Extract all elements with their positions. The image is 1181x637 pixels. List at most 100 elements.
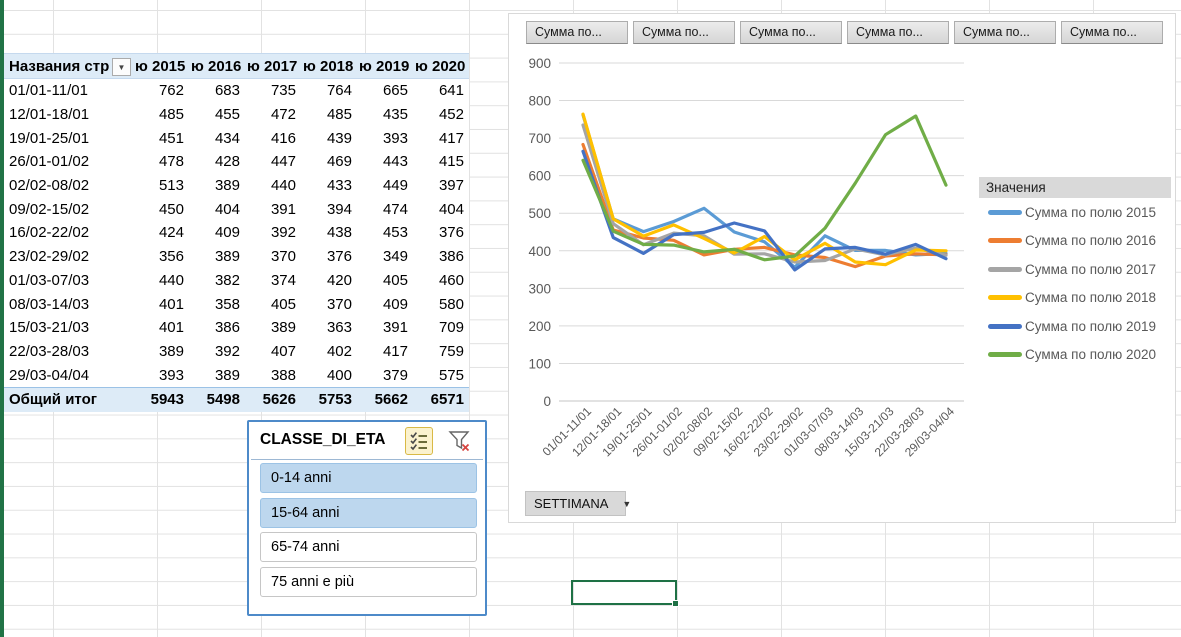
cell-value[interactable]: 388 [270, 366, 296, 384]
cell-value[interactable]: 439 [326, 129, 352, 147]
cell-value[interactable]: 452 [438, 106, 464, 124]
field-button[interactable]: Сумма по... [1061, 21, 1163, 44]
cell-value[interactable]: 400 [326, 366, 352, 384]
cell-value[interactable]: 405 [382, 271, 408, 289]
field-button[interactable]: Сумма по... [847, 21, 949, 44]
selected-cell[interactable] [571, 580, 679, 607]
cell-value[interactable]: 641 [438, 82, 464, 100]
cell-value[interactable]: 455 [214, 106, 240, 124]
cell-value[interactable]: 460 [438, 271, 464, 289]
filter-dropdown-button[interactable]: ▼ [112, 58, 131, 76]
legend-header[interactable]: Значения [979, 177, 1171, 198]
cell-value[interactable]: 417 [382, 342, 408, 360]
cell-value[interactable]: 709 [438, 319, 464, 337]
slicer-item[interactable]: 65-74 anni [260, 532, 477, 563]
total-value[interactable]: 5626 [262, 391, 296, 409]
pivot-chart[interactable]: Сумма по... Сумма по... Сумма по... Сумма п… [508, 13, 1176, 523]
column-header[interactable]: ю 2016 [191, 57, 242, 75]
row-label[interactable]: 23/02-29/02 [9, 248, 90, 266]
legend-entry[interactable]: Сумма по полю 2019 [979, 312, 1171, 341]
cell-value[interactable]: 374 [270, 271, 296, 289]
pivot-row-label-header[interactable]: Названия стр [9, 57, 110, 75]
column-header[interactable]: ю 2019 [359, 57, 410, 75]
cell-value[interactable]: 435 [382, 106, 408, 124]
field-button[interactable]: Сумма по... [526, 21, 628, 44]
cell-value[interactable]: 393 [382, 129, 408, 147]
cell-value[interactable]: 424 [158, 224, 184, 242]
column-header[interactable]: ю 2018 [303, 57, 354, 75]
cell-value[interactable]: 665 [382, 82, 408, 100]
cell-value[interactable]: 580 [438, 295, 464, 313]
row-label[interactable]: 01/03-07/03 [9, 271, 90, 289]
cell-value[interactable]: 472 [270, 106, 296, 124]
cell-value[interactable]: 759 [438, 342, 464, 360]
cell-value[interactable]: 575 [438, 366, 464, 384]
legend-entry[interactable]: Сумма по полю 2015 [979, 198, 1171, 227]
cell-value[interactable]: 404 [214, 200, 240, 218]
multi-select-icon[interactable] [405, 427, 433, 455]
legend-entry[interactable]: Сумма по полю 2020 [979, 341, 1171, 370]
axis-field-button[interactable]: SETTIMANA ▼ [525, 491, 631, 516]
cell-value[interactable]: 392 [270, 224, 296, 242]
cell-value[interactable]: 434 [214, 129, 240, 147]
cell-value[interactable]: 402 [326, 342, 352, 360]
row-label[interactable]: 26/01-01/02 [9, 153, 90, 171]
cell-value[interactable]: 370 [270, 248, 296, 266]
cell-value[interactable]: 386 [438, 248, 464, 266]
row-label[interactable]: 08/03-14/03 [9, 295, 90, 313]
cell-value[interactable]: 451 [158, 129, 184, 147]
cell-value[interactable]: 389 [214, 248, 240, 266]
row-label[interactable]: 12/01-18/01 [9, 106, 90, 124]
cell-value[interactable]: 363 [326, 319, 352, 337]
cell-value[interactable]: 409 [214, 224, 240, 242]
cell-value[interactable]: 450 [158, 200, 184, 218]
total-value[interactable]: 5943 [150, 391, 184, 409]
legend-entry[interactable]: Сумма по полю 2016 [979, 227, 1171, 256]
row-label[interactable]: 02/02-08/02 [9, 177, 90, 195]
cell-value[interactable]: 389 [158, 342, 184, 360]
cell-value[interactable]: 376 [326, 248, 352, 266]
row-label[interactable]: 16/02-22/02 [9, 224, 90, 242]
cell-value[interactable]: 449 [382, 177, 408, 195]
pivot-total-label[interactable]: Общий итог [9, 391, 97, 409]
cell-value[interactable]: 397 [438, 177, 464, 195]
cell-value[interactable]: 428 [214, 153, 240, 171]
cell-value[interactable]: 453 [382, 224, 408, 242]
cell-value[interactable]: 485 [326, 106, 352, 124]
cell-value[interactable]: 474 [382, 200, 408, 218]
series-line[interactable] [581, 114, 948, 262]
series-line[interactable] [581, 149, 948, 272]
cell-value[interactable]: 358 [214, 295, 240, 313]
cell-value[interactable]: 415 [438, 153, 464, 171]
cell-value[interactable]: 407 [270, 342, 296, 360]
cell-value[interactable]: 420 [326, 271, 352, 289]
cell-value[interactable]: 416 [270, 129, 296, 147]
legend-entry[interactable]: Сумма по полю 2017 [979, 255, 1171, 284]
total-value[interactable]: 6571 [430, 391, 464, 409]
column-header[interactable]: ю 2017 [247, 57, 298, 75]
fill-handle[interactable] [672, 600, 679, 607]
cell-value[interactable]: 394 [326, 200, 352, 218]
cell-value[interactable]: 469 [326, 153, 352, 171]
cell-value[interactable]: 349 [382, 248, 408, 266]
cell-value[interactable]: 404 [438, 200, 464, 218]
cell-value[interactable]: 401 [158, 295, 184, 313]
cell-value[interactable]: 389 [270, 319, 296, 337]
slicer-item[interactable]: 0-14 anni [260, 463, 477, 493]
cell-value[interactable]: 478 [158, 153, 184, 171]
row-label[interactable]: 15/03-21/03 [9, 319, 90, 337]
cell-value[interactable]: 485 [158, 106, 184, 124]
cell-value[interactable]: 443 [382, 153, 408, 171]
field-button[interactable]: Сумма по... [633, 21, 735, 44]
total-value[interactable]: 5498 [206, 391, 240, 409]
cell-value[interactable]: 417 [438, 129, 464, 147]
field-button[interactable]: Сумма по... [740, 21, 842, 44]
cell-value[interactable]: 379 [382, 366, 408, 384]
slicer-item[interactable]: 15-64 anni [260, 497, 477, 528]
cell-value[interactable]: 401 [158, 319, 184, 337]
cell-value[interactable]: 438 [326, 224, 352, 242]
cell-value[interactable]: 762 [158, 82, 184, 100]
total-value[interactable]: 5662 [374, 391, 408, 409]
cell-value[interactable]: 409 [382, 295, 408, 313]
legend-entry[interactable]: Сумма по полю 2018 [979, 284, 1171, 313]
